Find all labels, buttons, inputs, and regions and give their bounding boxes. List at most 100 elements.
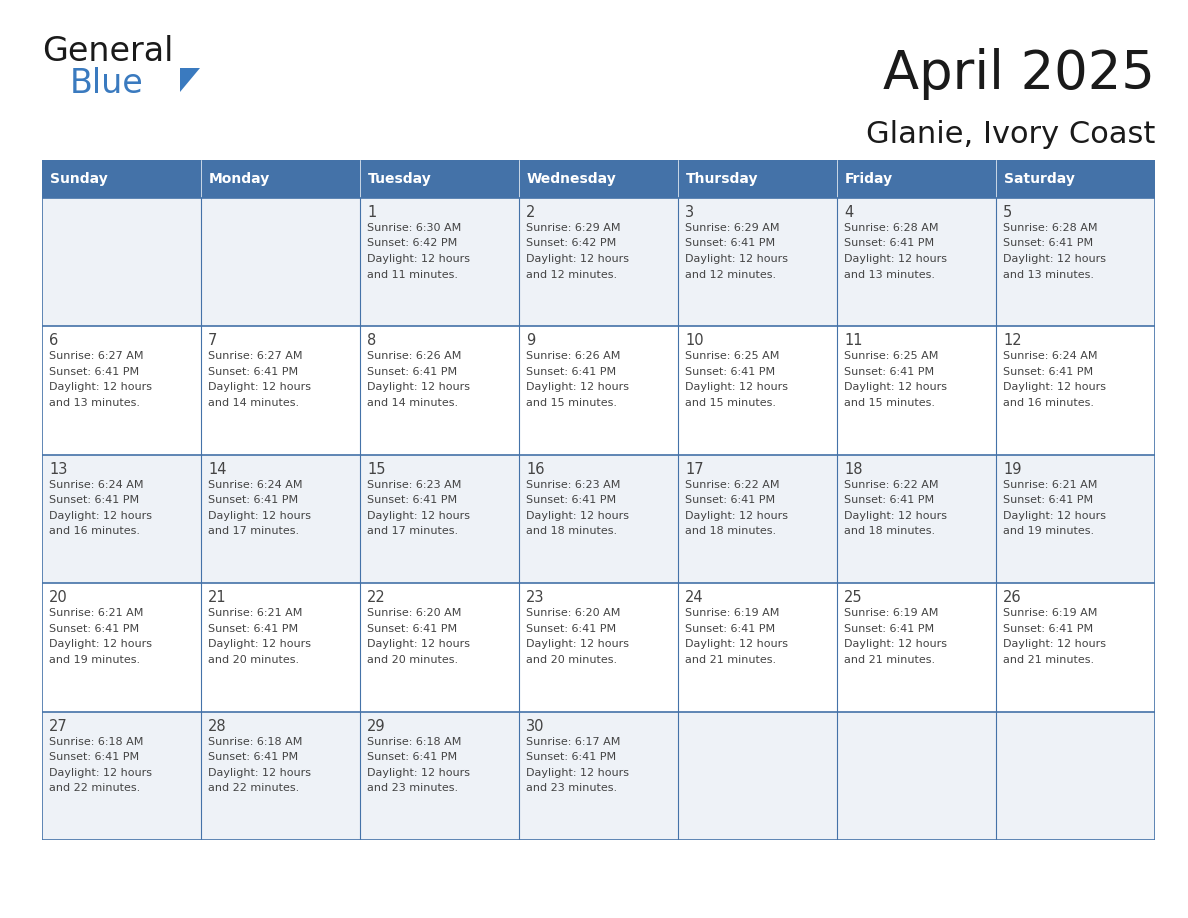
Text: Sunset: 6:41 PM: Sunset: 6:41 PM [843, 496, 934, 505]
Bar [42, 160, 201, 198]
Text: Daylight: 12 hours: Daylight: 12 hours [367, 639, 470, 649]
Text: 2: 2 [526, 205, 536, 220]
Text: Sunset: 6:41 PM: Sunset: 6:41 PM [1003, 496, 1093, 505]
Text: Daylight: 12 hours: Daylight: 12 hours [843, 254, 947, 264]
Text: Tuesday: Tuesday [368, 172, 431, 186]
Bar [996, 160, 1155, 198]
Text: Daylight: 12 hours: Daylight: 12 hours [367, 767, 470, 778]
Text: Sunset: 6:41 PM: Sunset: 6:41 PM [843, 239, 934, 249]
Bar [678, 198, 838, 327]
Text: Sunset: 6:41 PM: Sunset: 6:41 PM [1003, 623, 1093, 633]
Polygon shape [181, 68, 200, 92]
Text: 30: 30 [526, 719, 544, 733]
Text: 22: 22 [367, 590, 386, 605]
Bar [360, 583, 519, 711]
Text: Sunrise: 6:17 AM: Sunrise: 6:17 AM [526, 736, 620, 746]
Text: Sunset: 6:41 PM: Sunset: 6:41 PM [367, 496, 457, 505]
Bar [838, 711, 996, 840]
Text: and 18 minutes.: and 18 minutes. [685, 526, 776, 536]
Text: 7: 7 [208, 333, 217, 349]
Text: 17: 17 [685, 462, 703, 476]
Bar [201, 711, 360, 840]
Text: Sunrise: 6:18 AM: Sunrise: 6:18 AM [49, 736, 144, 746]
Text: Daylight: 12 hours: Daylight: 12 hours [526, 639, 628, 649]
Text: and 16 minutes.: and 16 minutes. [49, 526, 140, 536]
Text: 23: 23 [526, 590, 544, 605]
Text: Sunrise: 6:29 AM: Sunrise: 6:29 AM [526, 223, 620, 233]
Text: Sunset: 6:41 PM: Sunset: 6:41 PM [685, 623, 775, 633]
Bar [519, 198, 678, 327]
Bar [360, 198, 519, 327]
Text: 8: 8 [367, 333, 377, 349]
Bar [360, 160, 519, 198]
Text: 20: 20 [49, 590, 68, 605]
Text: Sunset: 6:41 PM: Sunset: 6:41 PM [526, 496, 617, 505]
Text: and 18 minutes.: and 18 minutes. [526, 526, 617, 536]
Text: Daylight: 12 hours: Daylight: 12 hours [685, 383, 788, 392]
Text: 11: 11 [843, 333, 862, 349]
Bar [519, 454, 678, 583]
Text: Daylight: 12 hours: Daylight: 12 hours [526, 510, 628, 521]
Text: Friday: Friday [845, 172, 893, 186]
Bar [201, 327, 360, 454]
Text: and 19 minutes.: and 19 minutes. [1003, 526, 1094, 536]
Text: 5: 5 [1003, 205, 1012, 220]
Text: Sunrise: 6:27 AM: Sunrise: 6:27 AM [49, 352, 144, 362]
Text: Sunrise: 6:27 AM: Sunrise: 6:27 AM [208, 352, 303, 362]
Text: and 12 minutes.: and 12 minutes. [526, 270, 617, 279]
Text: Daylight: 12 hours: Daylight: 12 hours [843, 510, 947, 521]
Bar [678, 711, 838, 840]
Text: 14: 14 [208, 462, 227, 476]
Text: 19: 19 [1003, 462, 1022, 476]
Bar [838, 583, 996, 711]
Text: Sunset: 6:41 PM: Sunset: 6:41 PM [685, 239, 775, 249]
Bar [838, 160, 996, 198]
Text: Sunset: 6:42 PM: Sunset: 6:42 PM [526, 239, 617, 249]
Text: Sunrise: 6:19 AM: Sunrise: 6:19 AM [685, 609, 779, 618]
Text: and 14 minutes.: and 14 minutes. [367, 397, 459, 408]
Text: 9: 9 [526, 333, 536, 349]
Text: Sunset: 6:41 PM: Sunset: 6:41 PM [208, 367, 298, 377]
Text: Sunrise: 6:22 AM: Sunrise: 6:22 AM [685, 480, 779, 490]
Text: Daylight: 12 hours: Daylight: 12 hours [49, 510, 152, 521]
Text: Daylight: 12 hours: Daylight: 12 hours [526, 383, 628, 392]
Text: 26: 26 [1003, 590, 1022, 605]
Text: Sunset: 6:42 PM: Sunset: 6:42 PM [367, 239, 457, 249]
Bar [838, 198, 996, 327]
Text: Sunset: 6:41 PM: Sunset: 6:41 PM [685, 496, 775, 505]
Text: Daylight: 12 hours: Daylight: 12 hours [208, 383, 311, 392]
Bar [678, 327, 838, 454]
Text: Blue: Blue [70, 67, 144, 100]
Bar [519, 583, 678, 711]
Text: 6: 6 [49, 333, 58, 349]
Bar [360, 454, 519, 583]
Text: and 18 minutes.: and 18 minutes. [843, 526, 935, 536]
Text: Sunrise: 6:18 AM: Sunrise: 6:18 AM [367, 736, 461, 746]
Text: and 22 minutes.: and 22 minutes. [49, 783, 140, 793]
Text: Sunrise: 6:25 AM: Sunrise: 6:25 AM [685, 352, 779, 362]
Bar [42, 454, 201, 583]
Text: Daylight: 12 hours: Daylight: 12 hours [367, 383, 470, 392]
Bar [996, 327, 1155, 454]
Text: 13: 13 [49, 462, 68, 476]
Text: Sunset: 6:41 PM: Sunset: 6:41 PM [208, 623, 298, 633]
Text: 27: 27 [49, 719, 68, 733]
Text: Wednesday: Wednesday [527, 172, 617, 186]
Text: and 21 minutes.: and 21 minutes. [843, 655, 935, 665]
Bar [996, 454, 1155, 583]
Text: Sunrise: 6:26 AM: Sunrise: 6:26 AM [526, 352, 620, 362]
Text: Saturday: Saturday [1004, 172, 1075, 186]
Text: Daylight: 12 hours: Daylight: 12 hours [685, 639, 788, 649]
Text: and 22 minutes.: and 22 minutes. [208, 783, 299, 793]
Text: Sunrise: 6:20 AM: Sunrise: 6:20 AM [526, 609, 620, 618]
Text: and 20 minutes.: and 20 minutes. [526, 655, 617, 665]
Text: and 17 minutes.: and 17 minutes. [208, 526, 299, 536]
Text: Daylight: 12 hours: Daylight: 12 hours [208, 639, 311, 649]
Text: Daylight: 12 hours: Daylight: 12 hours [1003, 510, 1106, 521]
Text: Sunrise: 6:24 AM: Sunrise: 6:24 AM [208, 480, 303, 490]
Text: Daylight: 12 hours: Daylight: 12 hours [843, 639, 947, 649]
Text: and 21 minutes.: and 21 minutes. [1003, 655, 1094, 665]
Text: Sunrise: 6:23 AM: Sunrise: 6:23 AM [526, 480, 620, 490]
Text: 4: 4 [843, 205, 853, 220]
Text: Daylight: 12 hours: Daylight: 12 hours [526, 254, 628, 264]
